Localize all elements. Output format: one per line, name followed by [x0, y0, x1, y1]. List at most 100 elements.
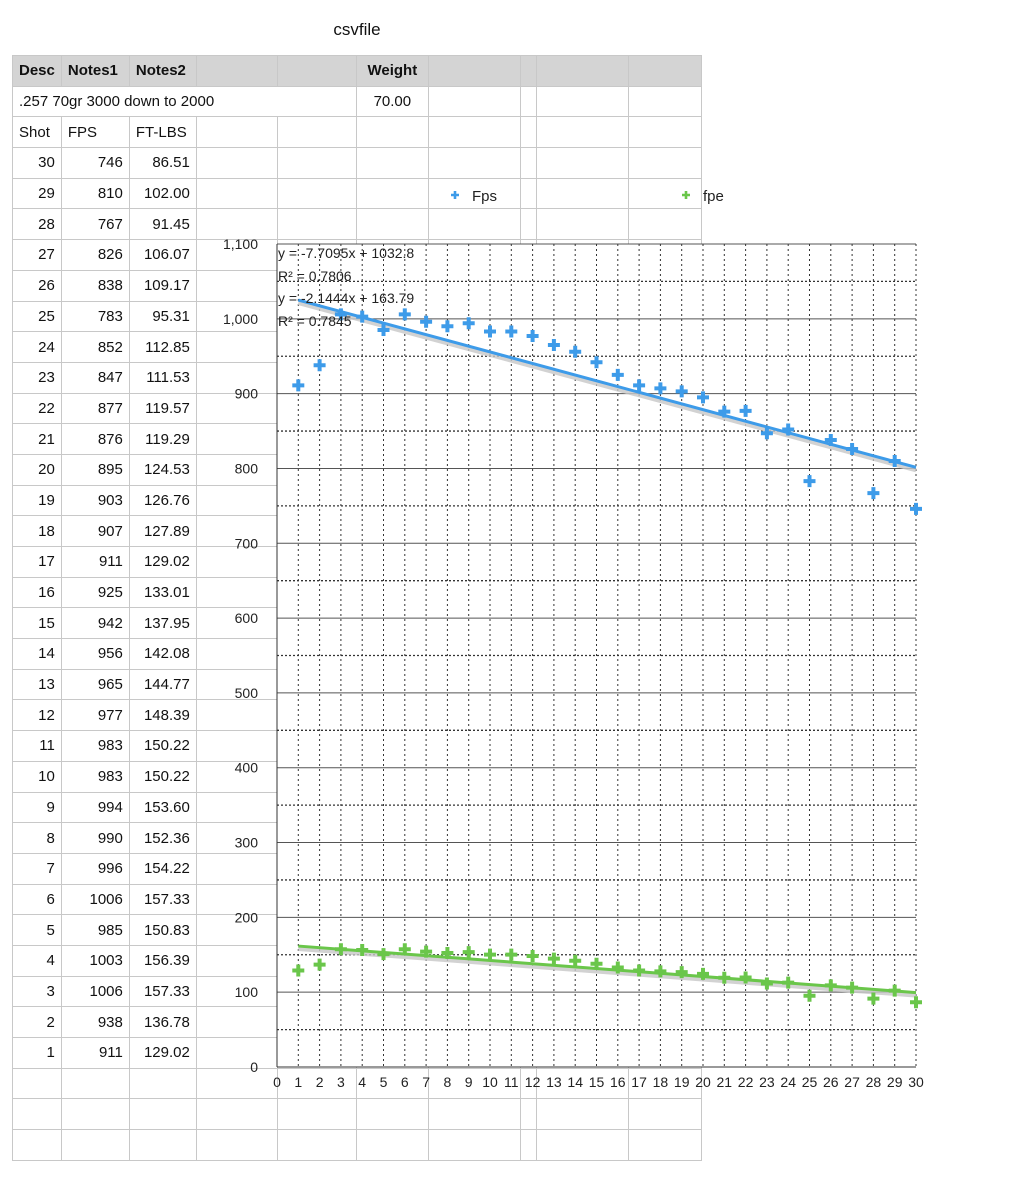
- empty-cell[interactable]: [276, 1129, 357, 1161]
- empty-cell[interactable]: [276, 208, 357, 241]
- empty-cell[interactable]: [427, 1129, 521, 1161]
- ftlbs-cell[interactable]: 133.01: [128, 576, 197, 609]
- empty-cell[interactable]: [195, 453, 278, 486]
- empty-cell[interactable]: [535, 1098, 629, 1131]
- empty-cell[interactable]: [195, 269, 278, 302]
- shot-cell[interactable]: 11: [12, 730, 62, 762]
- fps-cell[interactable]: 911: [60, 546, 130, 578]
- empty-cell[interactable]: [276, 116, 357, 149]
- fps-cell[interactable]: 1006: [60, 883, 130, 916]
- shot-cell[interactable]: 19: [12, 484, 62, 517]
- ftlbs-cell[interactable]: 153.60: [128, 791, 197, 824]
- fps-cell[interactable]: 983: [60, 760, 130, 793]
- shot-cell[interactable]: 18: [12, 515, 62, 547]
- ftlbs-cell[interactable]: 157.33: [128, 975, 197, 1008]
- shot-cell[interactable]: 29: [12, 177, 62, 210]
- fps-cell[interactable]: 977: [60, 699, 130, 732]
- shot-cell[interactable]: 17: [12, 546, 62, 578]
- empty-cell[interactable]: [627, 1129, 702, 1161]
- shot-cell[interactable]: 14: [12, 638, 62, 670]
- ftlbs-cell[interactable]: 129.02: [128, 1037, 197, 1069]
- empty-cell[interactable]: [195, 423, 278, 455]
- header-cell[interactable]: [627, 55, 702, 87]
- fps-cell[interactable]: 838: [60, 269, 130, 302]
- ftlbs-cell[interactable]: 150.83: [128, 914, 197, 946]
- fps-cell[interactable]: 847: [60, 361, 130, 394]
- empty-cell[interactable]: [60, 1098, 130, 1131]
- empty-cell[interactable]: [195, 331, 278, 363]
- empty-cell[interactable]: [276, 1067, 357, 1100]
- fps-cell[interactable]: 903: [60, 484, 130, 517]
- fps-cell[interactable]: 826: [60, 239, 130, 271]
- empty-cell[interactable]: [195, 300, 278, 333]
- fps-cell[interactable]: 876: [60, 423, 130, 455]
- empty-cell[interactable]: [627, 1098, 702, 1131]
- empty-cell[interactable]: [535, 147, 629, 179]
- ftlbs-cell[interactable]: 148.39: [128, 699, 197, 732]
- shot-cell[interactable]: 1: [12, 1037, 62, 1069]
- shot-cell[interactable]: 3: [12, 975, 62, 1008]
- weight-cell[interactable]: 70.00: [355, 85, 429, 118]
- ftlbs-cell[interactable]: 129.02: [128, 546, 197, 578]
- ftlbs-cell[interactable]: 111.53: [128, 361, 197, 394]
- ftlbs-cell[interactable]: 95.31: [128, 300, 197, 333]
- ftlbs-cell[interactable]: 156.39: [128, 944, 197, 977]
- fps-cell[interactable]: 810: [60, 177, 130, 210]
- ftlbs-cell[interactable]: 127.89: [128, 515, 197, 547]
- fps-cell[interactable]: 783: [60, 300, 130, 333]
- fps-cell[interactable]: 1003: [60, 944, 130, 977]
- empty-cell[interactable]: [535, 1129, 629, 1161]
- shot-cell[interactable]: 15: [12, 607, 62, 640]
- header-cell[interactable]: Notes1: [60, 55, 130, 87]
- fps-cell[interactable]: 996: [60, 852, 130, 885]
- ftlbs-cell[interactable]: 119.57: [128, 392, 197, 425]
- shot-cell[interactable]: 24: [12, 331, 62, 363]
- empty-cell[interactable]: [355, 1067, 429, 1100]
- shot-cell[interactable]: 27: [12, 239, 62, 271]
- ftlbs-cell[interactable]: 124.53: [128, 453, 197, 486]
- empty-cell[interactable]: [12, 1067, 62, 1100]
- ftlbs-cell[interactable]: 144.77: [128, 668, 197, 701]
- header-cell[interactable]: [519, 55, 537, 87]
- ftlbs-cell[interactable]: 106.07: [128, 239, 197, 271]
- empty-cell[interactable]: [627, 116, 702, 149]
- fps-cell[interactable]: 911: [60, 1037, 130, 1069]
- shot-cell[interactable]: 25: [12, 300, 62, 333]
- header-cell[interactable]: Notes2: [128, 55, 197, 87]
- description-cell[interactable]: .257 70gr 3000 down to 2000: [12, 85, 357, 118]
- shot-cell[interactable]: 7: [12, 852, 62, 885]
- empty-cell[interactable]: [195, 883, 278, 916]
- shot-cell[interactable]: 12: [12, 699, 62, 732]
- empty-cell[interactable]: [535, 177, 629, 210]
- empty-cell[interactable]: [195, 546, 278, 578]
- empty-cell[interactable]: [195, 791, 278, 824]
- shot-cell[interactable]: 28: [12, 208, 62, 241]
- empty-cell[interactable]: [12, 1098, 62, 1131]
- empty-cell[interactable]: [627, 208, 702, 241]
- empty-cell[interactable]: [276, 147, 357, 179]
- empty-cell[interactable]: [195, 484, 278, 517]
- ftlbs-cell[interactable]: 154.22: [128, 852, 197, 885]
- empty-cell[interactable]: [535, 208, 629, 241]
- empty-cell[interactable]: [195, 208, 278, 241]
- empty-cell[interactable]: [276, 1098, 357, 1131]
- empty-cell[interactable]: [195, 1098, 278, 1131]
- fps-cell[interactable]: 985: [60, 914, 130, 946]
- empty-cell[interactable]: [195, 1129, 278, 1161]
- fps-cell[interactable]: 767: [60, 208, 130, 241]
- ftlbs-cell[interactable]: 109.17: [128, 269, 197, 302]
- ftlbs-cell[interactable]: 152.36: [128, 822, 197, 854]
- column-header-cell[interactable]: FPS: [60, 116, 130, 149]
- empty-cell[interactable]: [355, 1129, 429, 1161]
- empty-cell[interactable]: [355, 147, 429, 179]
- empty-cell[interactable]: [627, 1067, 702, 1100]
- empty-cell[interactable]: [276, 177, 357, 210]
- ftlbs-cell[interactable]: 86.51: [128, 147, 197, 179]
- fps-cell[interactable]: 852: [60, 331, 130, 363]
- fps-cell[interactable]: 938: [60, 1006, 130, 1038]
- shot-cell[interactable]: 21: [12, 423, 62, 455]
- fps-cell[interactable]: 990: [60, 822, 130, 854]
- ftlbs-cell[interactable]: 136.78: [128, 1006, 197, 1038]
- fps-cell[interactable]: 983: [60, 730, 130, 762]
- empty-cell[interactable]: [627, 85, 702, 118]
